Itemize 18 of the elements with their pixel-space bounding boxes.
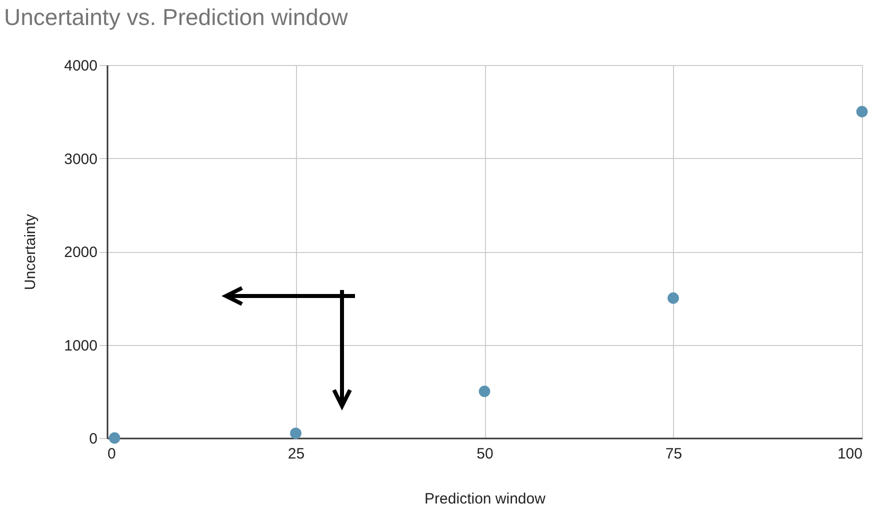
point: [478, 386, 490, 398]
y-tick-label: 4000: [64, 58, 98, 74]
chart-title: Uncertainty vs. Prediction window: [4, 4, 348, 30]
point: [108, 432, 120, 444]
y-axis-title: Uncertainty: [22, 214, 40, 290]
x-axis-title: Prediction window: [424, 490, 546, 508]
x-tick-label: 75: [665, 446, 682, 462]
x-tick-label: 50: [476, 446, 494, 462]
point: [856, 106, 868, 118]
y-tick-label: 2000: [64, 244, 98, 261]
x-tick-label: 0: [108, 446, 116, 462]
point: [668, 292, 679, 304]
y-tick-label: 0: [89, 430, 98, 448]
y-tick-label: 3000: [64, 150, 98, 168]
point: [290, 428, 302, 440]
x-tick-label: 100: [837, 446, 862, 462]
y-tick-label: 1000: [64, 337, 98, 354]
x-tick-label: 25: [288, 446, 305, 462]
